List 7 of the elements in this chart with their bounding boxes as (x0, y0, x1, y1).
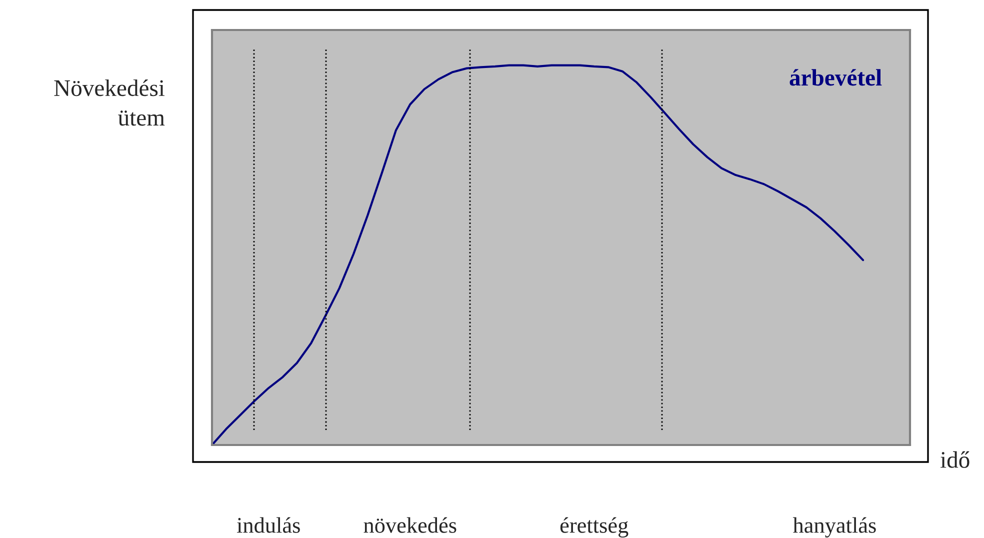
x-tick-label: érettség (560, 517, 628, 538)
x-tick-label: indulás (236, 517, 300, 533)
x-tick-label: növekedés (364, 517, 456, 533)
text: árbevétel (790, 69, 882, 86)
x-axis-title: idő (940, 451, 970, 468)
y-axis-title: Növekedési ütem (54, 79, 165, 126)
x-tick-label: hanyatlás (792, 517, 876, 538)
